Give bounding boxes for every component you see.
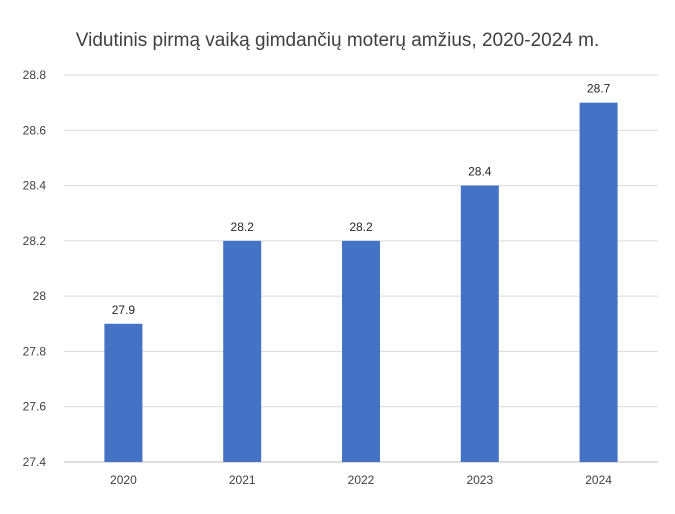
- y-tick-label: 28.2: [23, 234, 47, 248]
- x-tick-label: 2024: [585, 473, 612, 487]
- bar: [579, 102, 618, 463]
- chart-title: Vidutinis pirmą vaiką gimdančių moterų a…: [75, 30, 600, 51]
- x-tick-label: 2021: [229, 473, 256, 487]
- y-tick-label: 28.4: [23, 179, 47, 193]
- data-label: 27.9: [112, 303, 136, 317]
- x-tick-label: 2022: [348, 473, 375, 487]
- x-tick-label: 2020: [110, 473, 137, 487]
- data-label: 28.4: [468, 165, 492, 179]
- data-label: 28.2: [349, 220, 373, 234]
- bar: [223, 240, 262, 462]
- y-tick-label: 27.6: [23, 400, 47, 414]
- data-label: 28.2: [231, 220, 255, 234]
- y-tick-label: 28.6: [23, 123, 47, 137]
- x-tick-label: 2023: [466, 473, 493, 487]
- y-tick-label: 27.8: [23, 344, 47, 358]
- y-tick-label: 28: [33, 289, 47, 303]
- labels: 27.4 27.6 27.8 28 28.2 28.4 28.6 28.8 27.9 2020 28…: [23, 68, 613, 487]
- bar: [460, 185, 499, 463]
- bars: [104, 102, 618, 463]
- data-label: 28.7: [587, 82, 611, 96]
- bar: [104, 323, 143, 462]
- y-tick-label: 27.4: [23, 455, 47, 469]
- y-tick-label: 28.8: [23, 68, 47, 82]
- bar: [342, 240, 380, 462]
